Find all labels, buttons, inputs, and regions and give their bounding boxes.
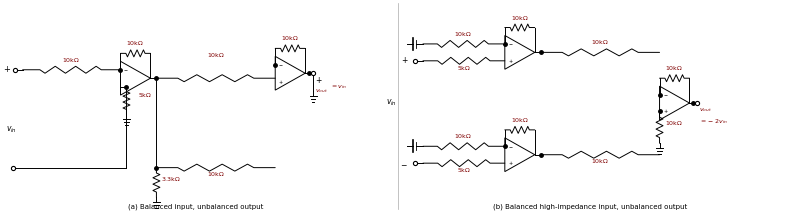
Text: 10k$\Omega$: 10k$\Omega$ xyxy=(281,34,299,42)
Text: 10k$\Omega$: 10k$\Omega$ xyxy=(126,39,144,47)
Text: 10k$\Omega$: 10k$\Omega$ xyxy=(591,157,609,165)
Text: 10k$\Omega$: 10k$\Omega$ xyxy=(61,56,80,64)
Text: $= v_{in}$: $= v_{in}$ xyxy=(330,83,347,91)
Text: $-$: $-$ xyxy=(508,144,513,149)
Text: $v_{out}$: $v_{out}$ xyxy=(700,106,713,114)
Text: $-$: $-$ xyxy=(401,159,408,168)
Text: $+$: $+$ xyxy=(124,83,129,91)
Text: 10k$\Omega$: 10k$\Omega$ xyxy=(454,132,472,140)
Text: 10k$\Omega$: 10k$\Omega$ xyxy=(511,13,529,22)
Text: $v_{in}$: $v_{in}$ xyxy=(386,98,397,108)
Text: $+$: $+$ xyxy=(662,107,668,116)
Text: 3.3k$\Omega$: 3.3k$\Omega$ xyxy=(161,175,181,183)
Text: 10k$\Omega$: 10k$\Omega$ xyxy=(207,170,225,178)
Text: 10k$\Omega$: 10k$\Omega$ xyxy=(591,38,609,46)
Text: +: + xyxy=(401,56,408,65)
Text: 5k$\Omega$: 5k$\Omega$ xyxy=(139,91,152,99)
Text: +: + xyxy=(315,76,322,85)
Text: $+$: $+$ xyxy=(508,57,513,65)
Text: 5k$\Omega$: 5k$\Omega$ xyxy=(456,64,471,72)
Text: 10k$\Omega$: 10k$\Omega$ xyxy=(511,116,529,124)
Text: $+$: $+$ xyxy=(279,78,284,86)
Text: $-$: $-$ xyxy=(662,92,668,97)
Text: $v_{out}$: $v_{out}$ xyxy=(315,87,328,95)
Text: (b) Balanced high-impedance input, unbalanced output: (b) Balanced high-impedance input, unbal… xyxy=(492,203,687,210)
Text: $+$: $+$ xyxy=(508,159,513,167)
Text: 10k$\Omega$: 10k$\Omega$ xyxy=(666,64,684,72)
Text: $v_{in}$: $v_{in}$ xyxy=(6,125,17,135)
Text: $-$: $-$ xyxy=(508,41,513,46)
Text: $-$: $-$ xyxy=(279,62,284,67)
Text: $= -2v_{in}$: $= -2v_{in}$ xyxy=(700,117,729,126)
Text: +: + xyxy=(3,65,10,74)
Text: 10k$\Omega$: 10k$\Omega$ xyxy=(207,51,225,59)
Text: $-$: $-$ xyxy=(124,67,129,72)
Text: (a) Balanced input, unbalanced output: (a) Balanced input, unbalanced output xyxy=(128,203,263,210)
Text: 10k$\Omega$: 10k$\Omega$ xyxy=(454,30,472,38)
Text: 5k$\Omega$: 5k$\Omega$ xyxy=(456,166,471,174)
Text: 10k$\Omega$: 10k$\Omega$ xyxy=(665,119,682,127)
